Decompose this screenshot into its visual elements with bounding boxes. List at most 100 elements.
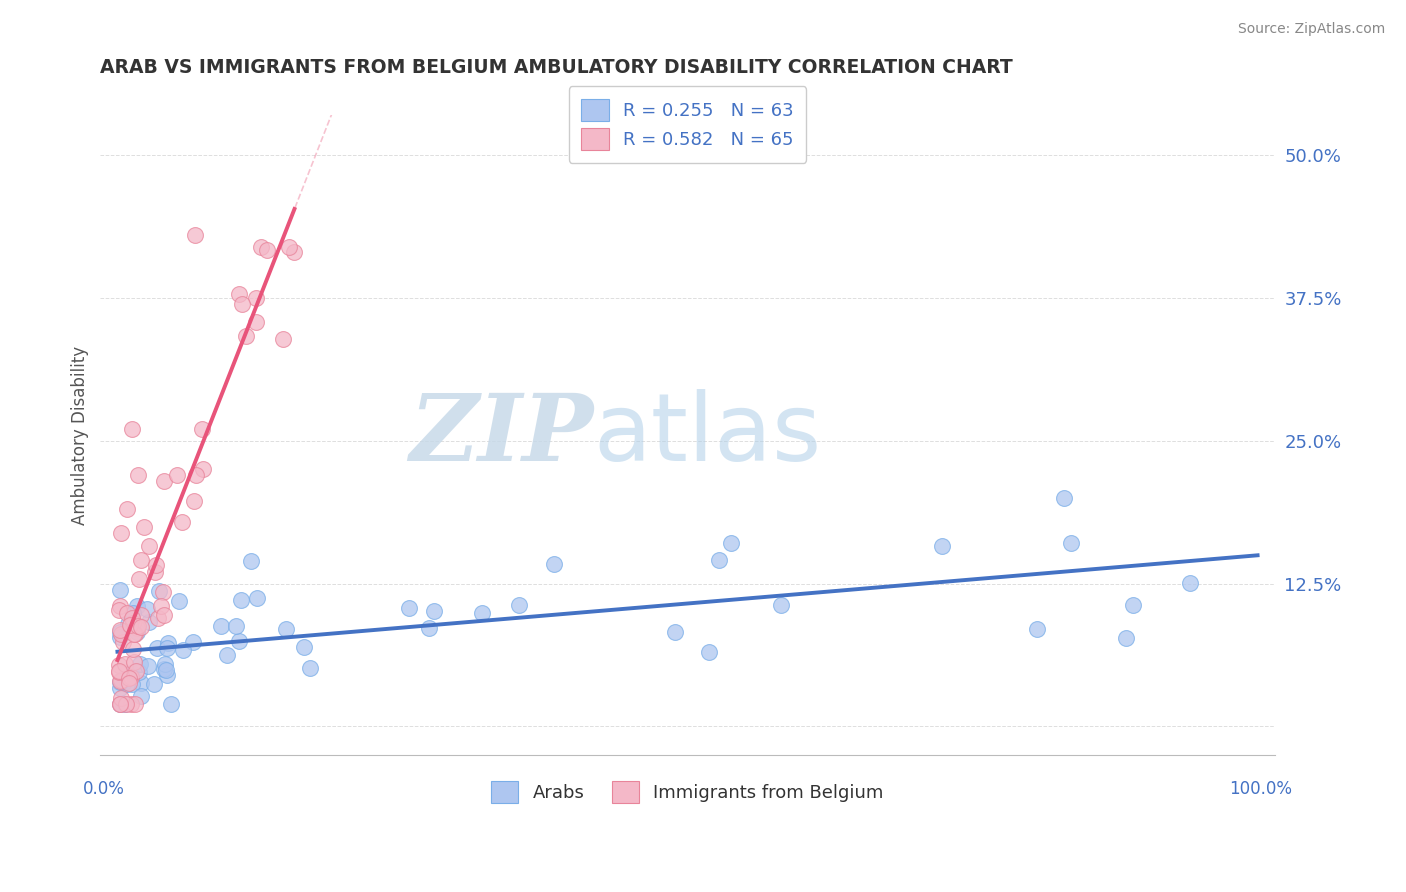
Point	[239, 554, 262, 568]
Point	[1178, 576, 1201, 591]
Point	[292, 640, 315, 655]
Point	[110, 623, 132, 637]
Point	[110, 673, 132, 688]
Text: ARAB VS IMMIGRANTS FROM BELGIUM AMBULATORY DISABILITY CORRELATION CHART: ARAB VS IMMIGRANTS FROM BELGIUM AMBULATO…	[100, 58, 1014, 77]
Point	[122, 642, 145, 657]
Point	[152, 584, 174, 599]
Point	[136, 659, 159, 673]
Point	[231, 296, 253, 310]
Point	[423, 604, 446, 618]
Y-axis label: Ambulatory Disability: Ambulatory Disability	[72, 345, 89, 524]
Point	[118, 676, 141, 690]
Point	[114, 697, 136, 711]
Point	[769, 598, 792, 612]
Point	[508, 598, 530, 612]
Point	[191, 462, 214, 476]
Point	[122, 655, 145, 669]
Point	[122, 626, 145, 640]
Point	[108, 630, 131, 644]
Point	[1026, 622, 1049, 636]
Point	[114, 657, 136, 672]
Point	[128, 665, 150, 680]
Point	[172, 515, 194, 529]
Point	[166, 468, 188, 483]
Point	[112, 674, 135, 689]
Point	[152, 608, 174, 623]
Point	[131, 689, 153, 703]
Point	[118, 671, 141, 685]
Point	[121, 611, 143, 625]
Point	[245, 315, 267, 329]
Point	[128, 573, 150, 587]
Point	[145, 558, 167, 573]
Point	[153, 474, 176, 488]
Point	[129, 553, 152, 567]
Point	[127, 468, 149, 483]
Point	[136, 602, 159, 616]
Point	[129, 676, 152, 690]
Point	[121, 677, 143, 691]
Point	[156, 636, 179, 650]
Point	[110, 690, 132, 705]
Point	[246, 591, 269, 606]
Point	[1115, 631, 1137, 645]
Point	[120, 670, 142, 684]
Point	[664, 625, 686, 640]
Point	[1122, 598, 1144, 612]
Point	[110, 582, 132, 597]
Point	[127, 618, 149, 632]
Point	[146, 611, 169, 625]
Point	[298, 661, 321, 675]
Point	[125, 621, 148, 635]
Point	[186, 468, 208, 483]
Point	[129, 607, 152, 622]
Point	[228, 634, 250, 648]
Point	[110, 627, 132, 641]
Point	[115, 502, 138, 516]
Point	[124, 664, 146, 678]
Point	[153, 662, 176, 676]
Point	[149, 599, 172, 613]
Point	[229, 593, 252, 607]
Point	[110, 525, 132, 540]
Point	[931, 539, 953, 553]
Point	[228, 287, 250, 301]
Point	[283, 244, 305, 259]
Point	[108, 697, 131, 711]
Point	[117, 617, 139, 632]
Point	[117, 677, 139, 691]
Point	[277, 240, 299, 254]
Point	[124, 627, 146, 641]
Text: ZIP: ZIP	[409, 390, 593, 480]
Point	[107, 603, 129, 617]
Point	[108, 697, 131, 711]
Point	[225, 619, 247, 633]
Point	[138, 615, 160, 629]
Point	[129, 657, 152, 671]
Point	[129, 619, 152, 633]
Point	[148, 584, 170, 599]
Text: atlas: atlas	[593, 389, 823, 481]
Point	[184, 228, 207, 243]
Point	[191, 422, 214, 436]
Point	[155, 657, 177, 672]
Point	[471, 607, 494, 621]
Point	[110, 674, 132, 689]
Text: 0.0%: 0.0%	[83, 780, 125, 798]
Point	[143, 677, 166, 691]
Point	[121, 606, 143, 620]
Point	[121, 615, 143, 630]
Point	[111, 634, 134, 648]
Point	[217, 648, 239, 662]
Point	[697, 645, 720, 659]
Text: Source: ZipAtlas.com: Source: ZipAtlas.com	[1237, 22, 1385, 37]
Point	[245, 291, 267, 305]
Point	[167, 594, 190, 608]
Point	[155, 640, 177, 655]
Point	[235, 329, 257, 343]
Point	[107, 665, 129, 679]
Point	[159, 697, 181, 711]
Point	[120, 697, 142, 711]
Point	[124, 697, 146, 711]
Point	[143, 565, 166, 579]
